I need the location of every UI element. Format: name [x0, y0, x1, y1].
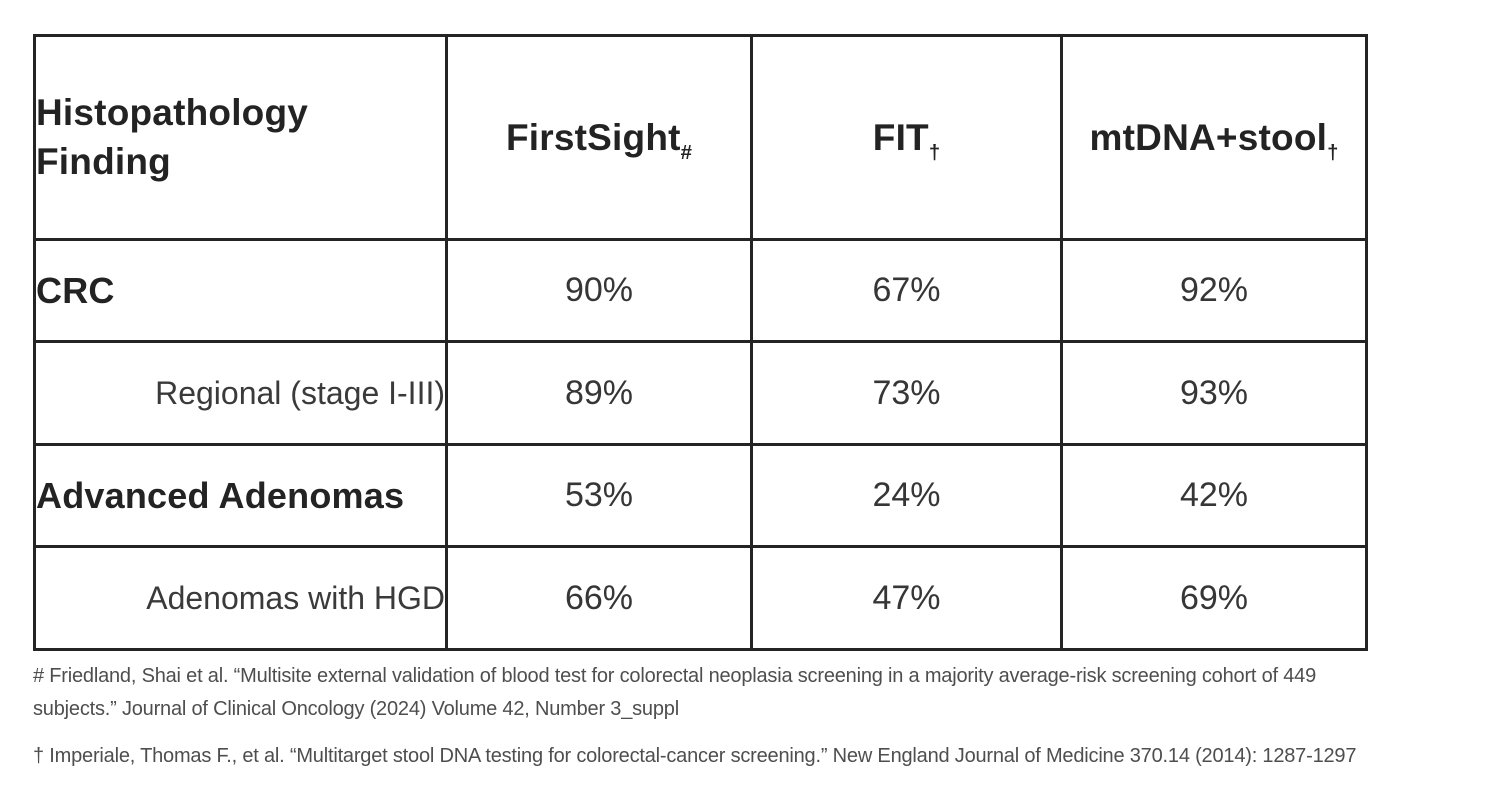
footnote-friedland-line-1: # Friedland, Shai et al. “Multisite exte…	[33, 665, 1317, 687]
header-finding-label: Histopathology Finding	[36, 91, 309, 182]
footnote-imperiale: † Imperiale, Thomas F., et al. “Multitar…	[33, 740, 1495, 773]
sensitivity-comparison-table: Histopathology Finding FirstSight# FIT† …	[33, 34, 1368, 651]
table-row-crc: CRC 90% 67% 92%	[33, 238, 1368, 343]
footnote-marker-hash: #	[680, 141, 692, 164]
value-crc-firstsight: 90%	[445, 238, 753, 343]
header-cell-fit: FIT†	[750, 34, 1063, 241]
value-advanced-fit: 24%	[750, 443, 1063, 548]
footnote-imperiale-line-1: † Imperiale, Thomas F., et al. “Multitar…	[33, 745, 1357, 767]
footnote-marker-dagger: †	[1327, 141, 1339, 164]
value-regional-firstsight: 89%	[445, 340, 753, 446]
value-regional-mtdna: 93%	[1060, 340, 1368, 446]
value-regional-fit: 73%	[750, 340, 1063, 446]
value-advanced-mtdna: 42%	[1060, 443, 1368, 548]
table-row-advanced-adenomas: Advanced Adenomas 53% 24% 42%	[33, 443, 1368, 548]
comparison-table-container: Histopathology Finding FirstSight# FIT† …	[33, 34, 1368, 651]
header-cell-histopathology-finding: Histopathology Finding	[33, 34, 448, 241]
header-cell-mtdna-stool: mtDNA+stool†	[1060, 34, 1368, 241]
row-label-adenomas-hgd: Adenomas with HGD	[33, 545, 448, 651]
value-hgd-firstsight: 66%	[445, 545, 753, 651]
table-row-adenomas-hgd: Adenomas with HGD 66% 47% 69%	[33, 545, 1368, 651]
value-hgd-mtdna: 69%	[1060, 545, 1368, 651]
header-row: Histopathology Finding FirstSight# FIT† …	[33, 34, 1368, 241]
value-crc-mtdna: 92%	[1060, 238, 1368, 343]
value-hgd-fit: 47%	[750, 545, 1063, 651]
header-cell-firstsight: FirstSight#	[445, 34, 753, 241]
row-label-crc: CRC	[33, 238, 448, 343]
column-name-firstsight: FirstSight	[506, 116, 681, 158]
row-label-regional: Regional (stage I-III)	[33, 340, 448, 446]
footnote-friedland-line-2: subjects.” Journal of Clinical Oncology …	[33, 698, 679, 720]
value-advanced-firstsight: 53%	[445, 443, 753, 548]
value-crc-fit: 67%	[750, 238, 1063, 343]
footnote-friedland: # Friedland, Shai et al. “Multisite exte…	[33, 660, 1495, 726]
column-name-mtdna-stool: mtDNA+stool	[1089, 116, 1328, 158]
footnotes-section: # Friedland, Shai et al. “Multisite exte…	[33, 660, 1495, 773]
footnote-marker-dagger: †	[928, 141, 941, 164]
column-name-fit: FIT	[872, 116, 929, 158]
row-label-advanced-adenomas: Advanced Adenomas	[33, 443, 448, 548]
table-row-regional: Regional (stage I-III) 89% 73% 93%	[33, 340, 1368, 446]
